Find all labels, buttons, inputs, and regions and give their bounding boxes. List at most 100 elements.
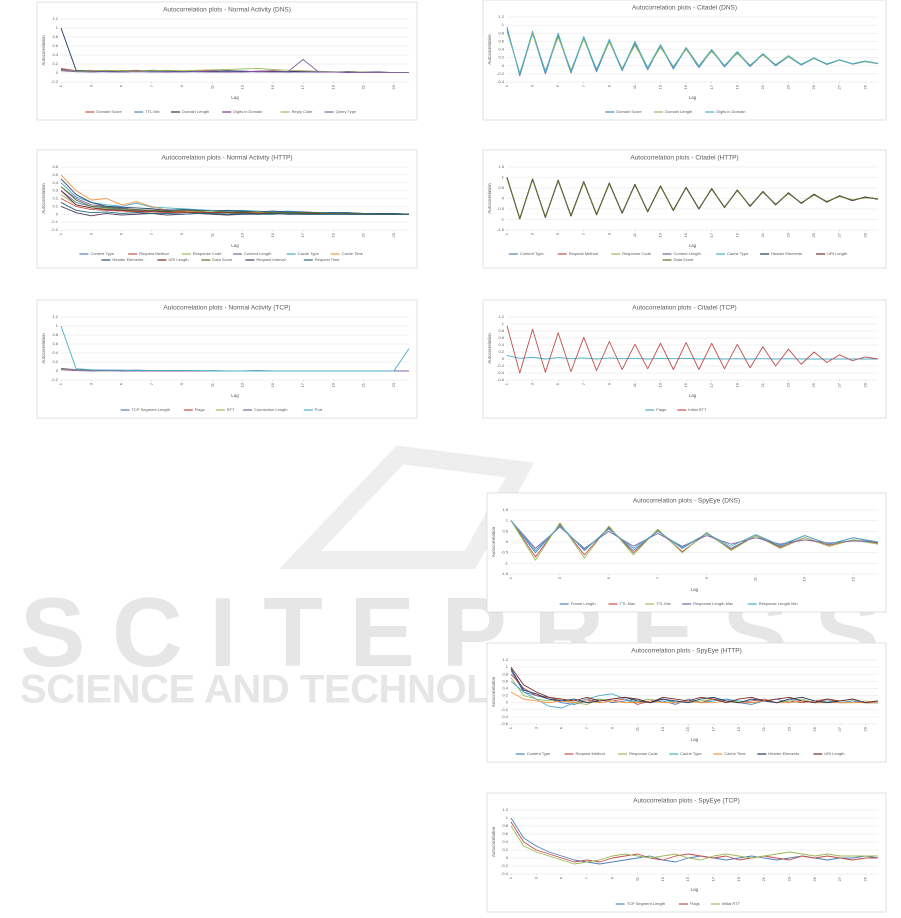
chart-panel: Autocorrelation plots - SpyEye (DNS) -1.5…	[486, 492, 887, 613]
y-tick-label: 0.2	[502, 847, 508, 852]
y-axis-label: Autocorrelation	[487, 34, 492, 65]
legend-label: Cache Time	[724, 751, 746, 756]
y-tick-label: 0.8	[502, 823, 508, 828]
y-tick-label: 0.6	[498, 335, 504, 340]
x-tick-label: 21	[760, 382, 765, 387]
x-tick-label: 25	[811, 232, 816, 237]
legend-label: Request Method	[569, 251, 598, 256]
x-tick-label: 9	[606, 84, 611, 87]
x-tick-label: 9	[609, 726, 614, 729]
x-axis-label: Lag	[231, 243, 239, 248]
y-tick-label: -0.4	[501, 714, 509, 719]
x-tick-label: 7	[584, 726, 589, 729]
y-tick-label: 0.6	[52, 164, 58, 169]
y-tick-label: 0.6	[52, 341, 58, 346]
x-tick-label: 27	[837, 726, 842, 731]
x-tick-label: 15	[683, 232, 688, 237]
x-tick-label: 5	[555, 84, 560, 87]
x-tick-label: 7	[581, 232, 586, 235]
y-tick-label: 0.8	[498, 30, 504, 35]
legend-label: Header Elements	[771, 251, 802, 256]
y-tick-label: 0.2	[502, 693, 508, 698]
x-axis-label: Lag	[691, 737, 699, 742]
legend-label: Response Code	[622, 251, 651, 256]
x-tick-label: 27	[837, 382, 842, 387]
x-tick-label: 13	[660, 876, 665, 881]
x-tick-label: 19	[736, 876, 741, 881]
legend-label: Reply Code	[292, 109, 314, 114]
chart-title: Autocorrelation plots - SpyEye (TCP)	[633, 798, 740, 805]
y-tick-label: 0.2	[52, 61, 58, 66]
series-line	[60, 59, 409, 73]
chart-frame	[36, 299, 418, 419]
y-tick-label: 0.4	[502, 839, 508, 844]
x-tick-label: 13	[240, 84, 245, 89]
x-tick-label: 29	[862, 876, 867, 881]
x-tick-label: 29	[862, 84, 867, 89]
series-line	[510, 821, 878, 863]
y-tick-label: -1	[504, 560, 508, 565]
x-tick-label: 13	[660, 726, 665, 731]
y-tick-label: 0.6	[502, 678, 508, 683]
x-tick-label: 21	[761, 726, 766, 731]
y-tick-label: 0.2	[52, 196, 58, 201]
series-line	[60, 202, 409, 215]
chart-panel: Autocorrelation plots - Citadel (TCP) -0.…	[482, 299, 887, 419]
y-tick-label: 0.6	[498, 38, 504, 43]
x-tick-label: 15	[683, 84, 688, 89]
x-tick-label: 15	[683, 382, 688, 387]
y-tick-label: 1.5	[498, 164, 504, 169]
y-tick-label: 1.2	[498, 14, 504, 19]
y-tick-label: 1	[506, 518, 509, 523]
y-tick-label: 0	[56, 211, 59, 216]
legend-label: Header Elements	[112, 257, 143, 262]
y-tick-label: -1.5	[501, 571, 509, 576]
legend-label: TTL Max	[620, 601, 636, 606]
x-tick-label: 25	[811, 84, 816, 89]
y-tick-label: 0.2	[498, 349, 504, 354]
x-axis-label: Lag	[231, 393, 239, 398]
x-tick-label: 17	[300, 382, 305, 387]
x-tick-label: 13	[658, 382, 663, 387]
y-tick-label: 0.6	[502, 831, 508, 836]
x-tick-label: 27	[837, 84, 842, 89]
x-tick-label: 3	[530, 84, 535, 87]
x-tick-label: 1	[508, 726, 513, 729]
x-tick-label: 21	[361, 84, 366, 89]
legend-label: Request Method	[139, 251, 168, 256]
series-line	[510, 825, 878, 865]
x-axis-label: Lag	[689, 243, 697, 248]
x-tick-label: 17	[711, 876, 716, 881]
y-tick-label: 0.5	[502, 528, 508, 533]
y-tick-label: 0.3	[52, 188, 58, 193]
x-tick-label: 15	[270, 382, 275, 387]
x-tick-label: 1	[58, 382, 63, 385]
y-tick-label: 1	[56, 323, 59, 328]
x-tick-label: 7	[581, 382, 586, 385]
x-tick-label: 25	[812, 876, 817, 881]
x-tick-label: 7	[655, 576, 660, 579]
y-tick-label: 0.8	[498, 328, 504, 333]
x-axis-label: Lag	[689, 393, 697, 398]
x-tick-label: 9	[606, 232, 611, 235]
series-line	[506, 325, 879, 374]
legend-label: Flags	[690, 901, 700, 906]
y-tick-label: 0.1	[52, 203, 58, 208]
legend-label: TCP Segment Length	[627, 901, 665, 906]
watermark-shape	[279, 445, 535, 569]
y-tick-label: 0.5	[52, 172, 58, 177]
legend-label: Port	[315, 407, 323, 412]
y-tick-label: 0	[502, 63, 505, 68]
x-tick-label: 11	[753, 576, 758, 581]
x-tick-label: 11	[209, 84, 214, 89]
y-tick-label: 0	[56, 70, 59, 75]
x-tick-label: 13	[802, 576, 807, 581]
x-tick-label: 3	[533, 726, 538, 729]
y-tick-label: 1.2	[502, 807, 508, 812]
x-tick-label: 1	[58, 232, 63, 235]
y-tick-label: -0.2	[51, 377, 59, 382]
y-tick-label: 1	[56, 25, 59, 30]
x-tick-label: 1	[504, 84, 509, 87]
legend-label: Initial RTT	[688, 407, 707, 412]
